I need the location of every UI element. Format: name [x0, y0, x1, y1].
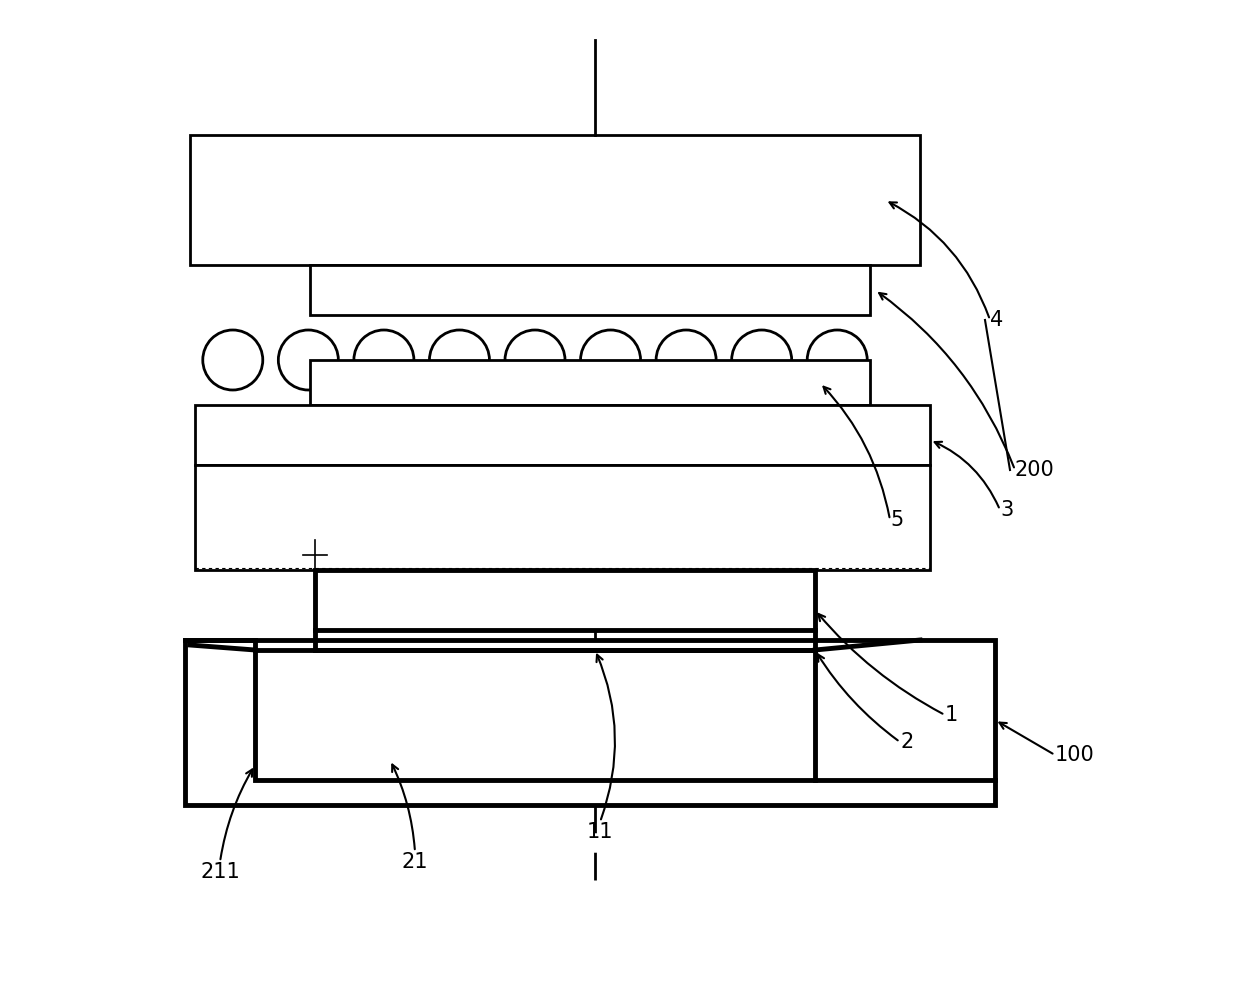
- Bar: [310, 265, 870, 315]
- Circle shape: [505, 330, 565, 390]
- Bar: [195, 465, 930, 570]
- Circle shape: [580, 330, 641, 390]
- Text: 4: 4: [990, 310, 1003, 330]
- Text: 200: 200: [1016, 460, 1055, 480]
- Text: 1: 1: [945, 705, 959, 725]
- Bar: [185, 640, 994, 805]
- Bar: [310, 360, 870, 405]
- Circle shape: [656, 330, 717, 390]
- Text: 100: 100: [1055, 745, 1095, 765]
- Text: 211: 211: [200, 862, 239, 882]
- Bar: [195, 405, 930, 465]
- Text: 2: 2: [900, 732, 913, 752]
- Bar: [315, 570, 815, 630]
- Circle shape: [732, 330, 791, 390]
- Circle shape: [278, 330, 339, 390]
- Text: 21: 21: [402, 852, 428, 872]
- Bar: [190, 135, 920, 265]
- Text: 11: 11: [587, 822, 614, 842]
- Text: 5: 5: [890, 510, 903, 530]
- Text: 3: 3: [999, 500, 1013, 520]
- Circle shape: [353, 330, 414, 390]
- Bar: [255, 650, 815, 780]
- Circle shape: [429, 330, 490, 390]
- Circle shape: [807, 330, 867, 390]
- Circle shape: [203, 330, 263, 390]
